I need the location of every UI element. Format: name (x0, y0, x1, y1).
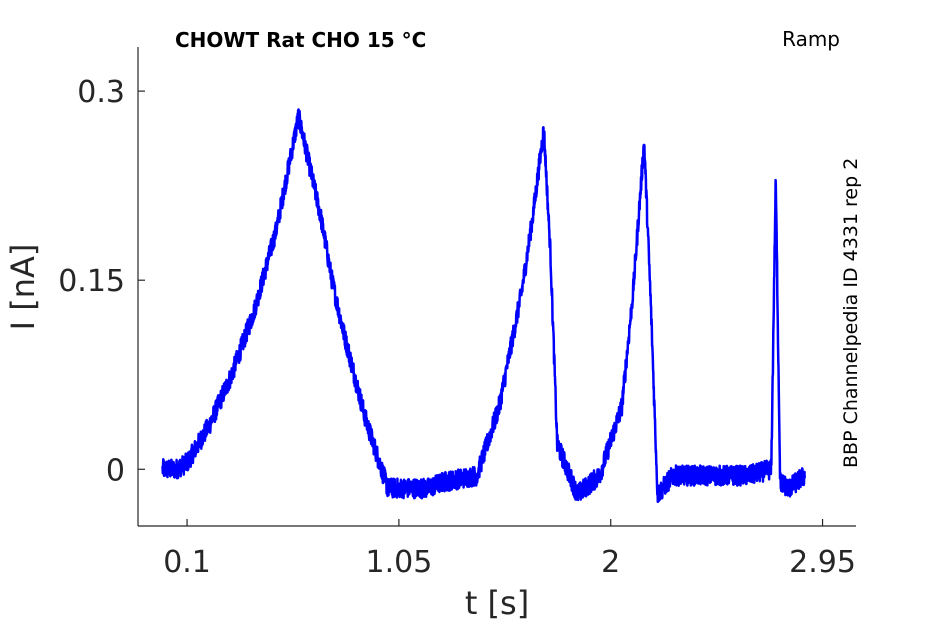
x-tick-label: 1.05 (365, 545, 432, 580)
protocol-label: Ramp (782, 27, 840, 51)
y-ticks: 0 0.15 0.3 (58, 75, 145, 488)
plot-area (161, 108, 806, 504)
y-tick-label: 0 (106, 453, 125, 488)
channelpedia-id-label: BBP Channelpedia ID 4331 rep 2 (840, 158, 862, 468)
x-ticks: 0.1 1.05 2 2.95 (163, 519, 856, 580)
y-tick-label: 0.15 (58, 264, 125, 299)
x-axis-label: t [s] (465, 584, 529, 622)
chart-title: CHOWT Rat CHO 15 °C (175, 28, 426, 52)
x-tick-label: 2 (601, 545, 620, 580)
y-tick-label: 0.3 (77, 75, 125, 110)
x-tick-label: 0.1 (163, 545, 211, 580)
current-trace-line (161, 108, 806, 504)
x-tick-label: 2.95 (789, 545, 856, 580)
y-axis-label: I [nA] (4, 244, 42, 331)
